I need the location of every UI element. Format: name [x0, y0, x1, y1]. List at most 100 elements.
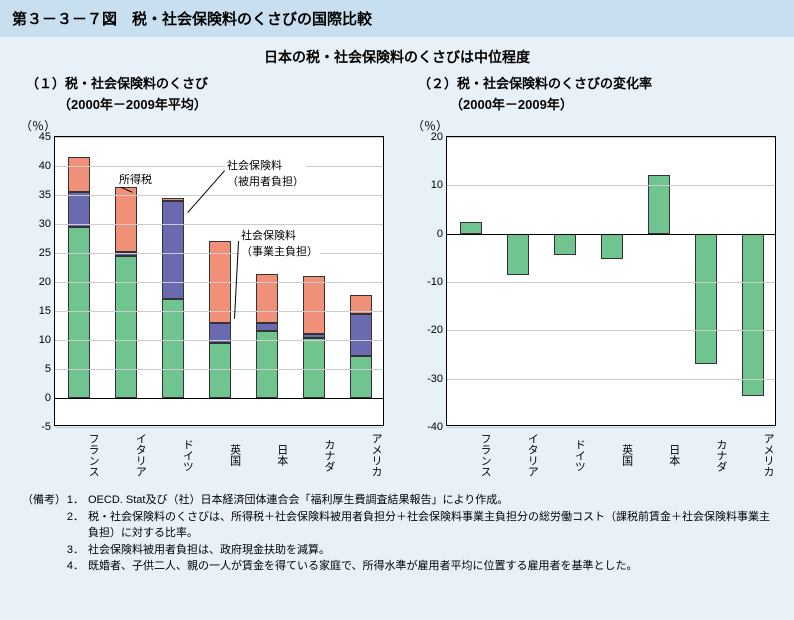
x-label: アメリカ: [337, 430, 384, 480]
note-number: 2．: [66, 509, 88, 542]
gridline: [55, 253, 383, 254]
chart-2-xlabels: フランスイタリアドイツ英国日本カナダアメリカ: [446, 426, 776, 480]
y-tick: -20: [427, 324, 443, 336]
note-text: 既婚者、子供二人、親の一人が賃金を得ている家庭で、所得水準が雇用者平均に位置する…: [88, 558, 772, 575]
gridline: [55, 369, 383, 370]
zero-line: [55, 398, 383, 399]
bar-group: [507, 137, 529, 425]
bar-group: [303, 137, 325, 425]
y-tick: 10: [39, 334, 51, 346]
bar-group: [695, 137, 717, 425]
y-tick: 20: [431, 131, 443, 143]
gridline: [447, 379, 775, 380]
bar-group: [601, 137, 623, 425]
bar-segment: [350, 356, 372, 398]
chart-2-area: -40-30-20-1001020: [446, 136, 776, 426]
chart-2-yaxis: -40-30-20-1001020: [411, 137, 445, 425]
chart-1-yaxis: -5051015202530354045: [19, 137, 53, 425]
gridline: [447, 330, 775, 331]
chart-1-title: （１）税・社会保険料のくさび: [18, 73, 384, 92]
x-label: フランス: [446, 430, 493, 480]
bar-segment: [303, 334, 325, 338]
bar-group: [554, 137, 576, 425]
bar-segment: [162, 299, 184, 398]
gridline: [55, 340, 383, 341]
chart-1-area: -5051015202530354045 所得税社会保険料 （被用者負担）社会保…: [54, 136, 384, 426]
note-number: 4．: [66, 558, 88, 575]
note-number: 1．: [66, 492, 88, 509]
gridline: [447, 427, 775, 428]
note-line: 3．社会保険料被用者負担は、政府現金扶助を減算。: [66, 542, 772, 559]
bar-segment: [162, 201, 184, 300]
figure-subtitle: 日本の税・社会保険料のくさびは中位程度: [0, 37, 794, 73]
y-tick: 5: [45, 363, 51, 375]
y-tick: 15: [39, 305, 51, 317]
chart-1-xlabels: フランスイタリアドイツ英国日本カナダアメリカ: [54, 426, 384, 480]
bar-group: [460, 137, 482, 425]
bar-segment: [68, 192, 90, 227]
note-line: 1．OECD. Stat及び（社）日本経済団体連合会「福利厚生費調査結果報告」に…: [66, 492, 772, 509]
chart-annotation: 社会保険料 （被用者負担）: [225, 157, 306, 189]
note-line: 4．既婚者、子供二人、親の一人が賃金を得ている家庭で、所得水準が雇用者平均に位置…: [66, 558, 772, 575]
bar-segment: [507, 234, 529, 275]
chart-2-subtitle: （2000年－2009年）: [410, 94, 776, 113]
chart-2-unit: （％）: [410, 117, 776, 134]
bar-segment: [648, 175, 670, 234]
x-label: イタリア: [493, 430, 540, 480]
bar-segment: [162, 198, 184, 201]
zero-line: [447, 234, 775, 235]
figure-header: 第３－３－７図 税・社会保険料のくさびの国際比較: [0, 0, 794, 37]
note-text: 社会保険料被用者負担は、政府現金扶助を減算。: [88, 542, 772, 559]
bar-segment: [115, 187, 137, 252]
bar-group: [68, 137, 90, 425]
x-label: ドイツ: [148, 430, 195, 480]
gridline: [55, 137, 383, 138]
chart-2-bars: [447, 137, 775, 425]
bar-segment: [256, 323, 278, 332]
bar-segment: [68, 157, 90, 192]
bar-segment: [256, 331, 278, 398]
chart-1-bars: [55, 137, 383, 425]
chart-annotation: 社会保険料 （事業主負担）: [239, 227, 320, 259]
gridline: [55, 195, 383, 196]
gridline: [447, 185, 775, 186]
notes-body: 1．OECD. Stat及び（社）日本経済団体連合会「福利厚生費調査結果報告」に…: [66, 492, 772, 575]
bar-group: [648, 137, 670, 425]
y-tick: 25: [39, 247, 51, 259]
x-label: 日本: [243, 430, 290, 480]
note-line: 2．税・社会保険料のくさびは、所得税＋社会保険料被用者負担分＋社会保険料事業主負…: [66, 509, 772, 542]
bar-group: [162, 137, 184, 425]
bar-segment: [695, 234, 717, 365]
charts-row: （１）税・社会保険料のくさび （2000年－2009年平均） （％） -5051…: [0, 73, 794, 480]
y-tick: 10: [431, 179, 443, 191]
y-tick: 35: [39, 189, 51, 201]
y-tick: -10: [427, 276, 443, 288]
notes-label: （備考）: [22, 492, 66, 575]
note-number: 3．: [66, 542, 88, 559]
bar-group: [742, 137, 764, 425]
y-tick: 45: [39, 131, 51, 143]
chart-1-block: （１）税・社会保険料のくさび （2000年－2009年平均） （％） -5051…: [18, 73, 384, 480]
note-text: OECD. Stat及び（社）日本経済団体連合会「福利厚生費調査結果報告」により…: [88, 492, 772, 509]
x-label: アメリカ: [729, 430, 776, 480]
y-tick: -40: [427, 421, 443, 433]
chart-2-title: （２）税・社会保険料のくさびの変化率: [410, 73, 776, 92]
x-label: 英国: [195, 430, 242, 480]
gridline: [55, 166, 383, 167]
bar-segment: [209, 343, 231, 398]
gridline: [55, 224, 383, 225]
gridline: [55, 311, 383, 312]
notes-block: （備考） 1．OECD. Stat及び（社）日本経済団体連合会「福利厚生費調査結…: [0, 480, 794, 575]
chart-1-unit: （％）: [18, 117, 384, 134]
bar-segment: [460, 222, 482, 234]
x-label: 英国: [587, 430, 634, 480]
x-label: イタリア: [101, 430, 148, 480]
y-tick: -5: [41, 421, 51, 433]
y-tick: 0: [45, 392, 51, 404]
y-tick: 20: [39, 276, 51, 288]
bar-group: [350, 137, 372, 425]
bar-segment: [350, 314, 372, 356]
chart-2-block: （２）税・社会保険料のくさびの変化率 （2000年－2009年） （％） -40…: [410, 73, 776, 480]
x-label: カナダ: [290, 430, 337, 480]
note-text: 税・社会保険料のくさびは、所得税＋社会保険料被用者負担分＋社会保険料事業主負担分…: [88, 509, 772, 542]
